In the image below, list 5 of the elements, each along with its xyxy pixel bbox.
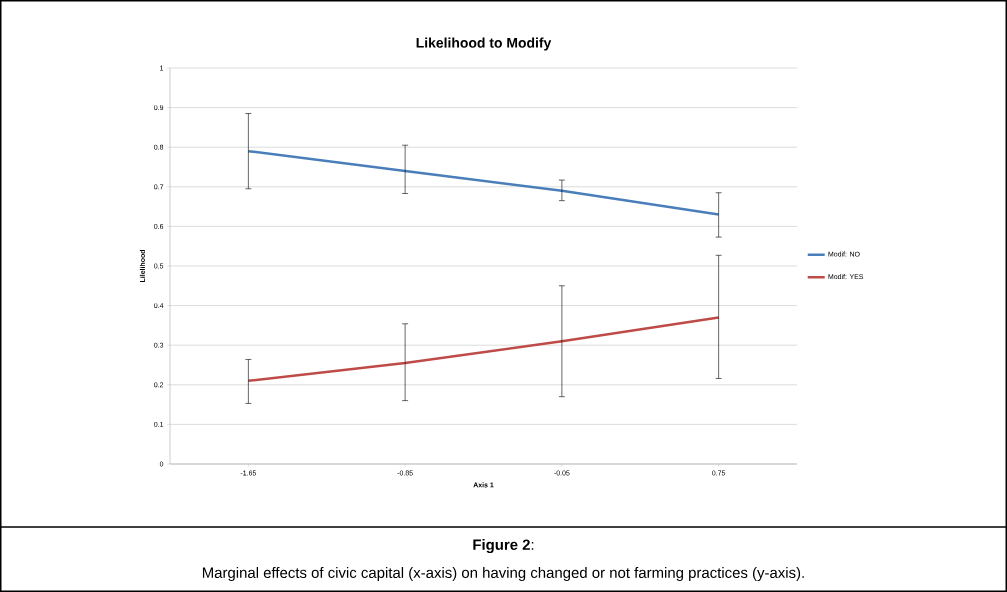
text: Figure 2: — [473, 539, 534, 553]
line-series — [247, 316, 720, 383]
line-series — [247, 149, 720, 216]
text: Marginal effects of civic capital (x-axis) on having changed or not farming practices (y-axis). — [202, 567, 804, 581]
chart-title: Likelihood to Modify — [416, 37, 552, 51]
